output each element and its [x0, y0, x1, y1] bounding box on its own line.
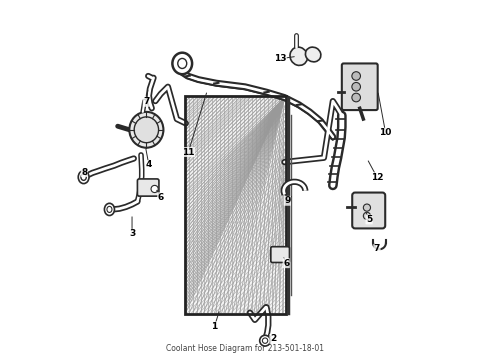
Text: 13: 13 [274, 54, 286, 63]
Ellipse shape [104, 203, 115, 216]
Text: Coolant Hose Diagram for 213-501-18-01: Coolant Hose Diagram for 213-501-18-01 [166, 344, 324, 353]
Ellipse shape [81, 174, 86, 180]
Text: 8: 8 [81, 168, 88, 177]
Ellipse shape [78, 171, 89, 184]
Text: 6: 6 [158, 193, 164, 202]
Ellipse shape [172, 53, 192, 74]
Text: 11: 11 [182, 148, 195, 157]
FancyBboxPatch shape [137, 179, 159, 196]
Ellipse shape [129, 112, 164, 148]
Ellipse shape [260, 335, 270, 346]
Circle shape [352, 93, 361, 102]
Bar [185, 96, 286, 314]
Ellipse shape [290, 47, 308, 66]
Text: 4: 4 [146, 161, 152, 170]
Text: 9: 9 [284, 196, 291, 205]
Text: 5: 5 [366, 215, 372, 224]
Text: 7: 7 [143, 97, 149, 106]
Ellipse shape [107, 206, 112, 212]
Text: 1: 1 [211, 322, 218, 331]
Text: 12: 12 [371, 173, 383, 182]
Circle shape [352, 82, 361, 91]
FancyBboxPatch shape [352, 193, 385, 228]
Ellipse shape [262, 338, 268, 343]
Ellipse shape [178, 58, 187, 68]
Circle shape [151, 185, 158, 193]
Text: 6: 6 [283, 259, 290, 268]
Text: 2: 2 [270, 334, 276, 343]
Ellipse shape [134, 117, 159, 143]
FancyBboxPatch shape [342, 63, 378, 110]
Text: 7: 7 [374, 244, 380, 253]
Text: 3: 3 [129, 229, 135, 238]
Ellipse shape [305, 47, 321, 62]
FancyBboxPatch shape [271, 247, 290, 262]
Circle shape [352, 72, 361, 80]
Circle shape [364, 212, 370, 220]
Bar [186, 98, 285, 313]
Circle shape [364, 204, 370, 211]
Text: 10: 10 [379, 128, 392, 137]
